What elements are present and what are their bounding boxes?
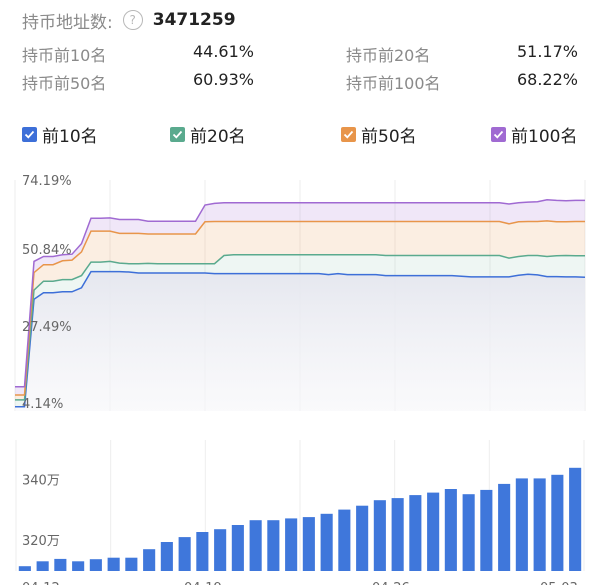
bar: [356, 505, 369, 571]
bar: [569, 467, 582, 571]
bar: [462, 494, 475, 571]
bar: [36, 561, 49, 571]
bar: [178, 537, 191, 571]
question-circle-icon[interactable]: ?: [122, 10, 143, 30]
legend-item-top20[interactable]: 前20名: [170, 122, 246, 147]
stat-label: 持币前50名: [22, 74, 107, 93]
stat-value: 44.61%: [192, 42, 254, 61]
stat-value: 60.93%: [192, 70, 254, 89]
stat-value: 68.22%: [516, 70, 578, 89]
bar: [338, 509, 351, 571]
stat-label: 持币前20名: [346, 46, 431, 65]
holder-address-count-value: 3471259: [152, 10, 236, 30]
legend-item-top50[interactable]: 前50名: [341, 122, 417, 147]
holder-address-count: 持币地址数: ? 3471259: [22, 6, 236, 34]
chart-legend: 前10名 前20名 前50名 前100名: [0, 118, 600, 148]
x-tick-label: 04-19: [184, 581, 222, 585]
legend-label: 前20名: [190, 127, 246, 147]
bar: [551, 474, 564, 571]
bar: [320, 513, 333, 571]
bar: [267, 520, 280, 571]
stat-value: 51.17%: [516, 42, 578, 61]
series-line-top10: [15, 270, 586, 408]
holder-count-bar-chart: 340万 320万 04-12 04-19 04-26 05-03: [15, 440, 585, 585]
bar: [196, 532, 209, 571]
bar: [89, 559, 102, 571]
legend-label: 前10名: [42, 127, 98, 147]
bar: [302, 517, 315, 571]
bar: [143, 549, 156, 571]
bar: [391, 498, 404, 571]
checkbox-checked-icon[interactable]: [170, 127, 185, 142]
checkbox-checked-icon[interactable]: [341, 127, 356, 142]
stat-top20: 持币前20名 51.17%: [346, 42, 578, 65]
bar: [515, 478, 528, 571]
y-tick-label: 74.19%: [22, 174, 72, 189]
x-tick-label: 04-26: [372, 581, 410, 585]
bar: [54, 558, 67, 571]
area-fill-top20: [15, 254, 585, 407]
legend-item-top10[interactable]: 前10名: [22, 122, 98, 147]
area-fill-top100: [15, 199, 585, 395]
y-tick-label: 340万: [22, 473, 60, 488]
bar: [72, 561, 85, 571]
area-fill-top50: [15, 220, 585, 400]
bar: [444, 489, 457, 571]
holder-ratio-area-chart: 74.19% 50.84% 27.49% 4.14%: [14, 174, 586, 412]
x-tick-label: 05-03: [540, 581, 578, 585]
y-tick-label: 27.49%: [22, 320, 72, 335]
y-tick-label: 50.84%: [22, 243, 72, 258]
stat-top50: 持币前50名 60.93%: [22, 70, 254, 93]
bar: [214, 529, 227, 571]
area-fill-top10: [15, 271, 585, 411]
bar: [480, 489, 493, 571]
y-tick-label: 320万: [22, 534, 60, 549]
series-line-top50: [15, 220, 585, 396]
bar: [160, 542, 173, 571]
bar: [107, 557, 120, 571]
legend-label: 前100名: [511, 127, 578, 147]
stat-label: 持币前10名: [22, 46, 107, 65]
bar: [498, 483, 511, 571]
y-tick-label: 4.14%: [22, 397, 63, 412]
stat-top10: 持币前10名 44.61%: [22, 42, 254, 65]
legend-label: 前50名: [361, 127, 417, 147]
bar: [427, 492, 440, 571]
bar: [409, 495, 422, 571]
series-line-top20: [15, 254, 585, 401]
bar: [231, 525, 244, 571]
holder-address-count-label: 持币地址数:: [22, 12, 113, 33]
bar: [18, 566, 31, 571]
checkbox-checked-icon[interactable]: [491, 127, 506, 142]
bar: [533, 478, 546, 571]
checkbox-checked-icon[interactable]: [22, 127, 37, 142]
x-tick-label: 04-12: [22, 581, 60, 585]
bar: [373, 500, 386, 571]
stat-label: 持币前100名: [346, 74, 441, 93]
series-line-top100: [15, 199, 585, 388]
stat-top100: 持币前100名 68.22%: [346, 70, 578, 93]
legend-item-top100[interactable]: 前100名: [491, 122, 577, 147]
bar: [125, 557, 138, 571]
bar: [249, 520, 262, 571]
bar: [285, 518, 298, 571]
